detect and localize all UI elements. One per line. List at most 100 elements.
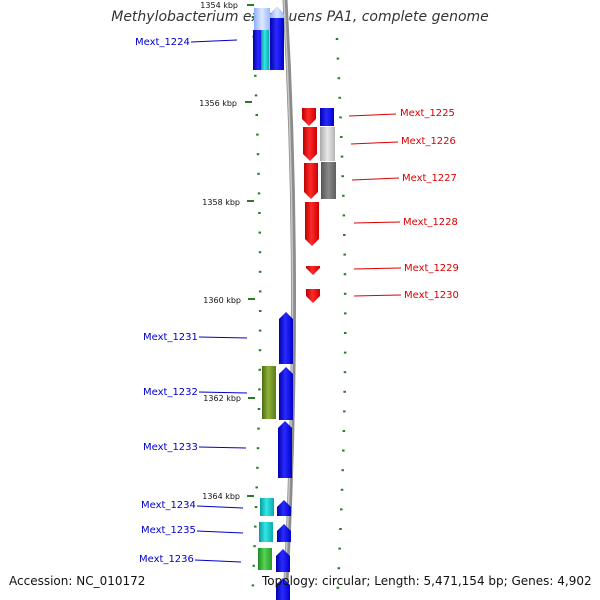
tick-label: 1354 kbp [200, 1, 238, 10]
gene-arrow-mext-1231[interactable] [279, 312, 293, 364]
ruler-dot [251, 584, 255, 587]
leader-line [196, 530, 244, 534]
ruler-dot [256, 447, 260, 450]
leader-line [353, 294, 402, 297]
category-box [262, 366, 276, 419]
leader-line [350, 141, 399, 145]
ruler-dot [342, 449, 345, 452]
tick-1360: 1360 kbp [203, 296, 255, 305]
ruler-dot [257, 408, 261, 410]
gene-label[interactable]: Mext_1236 [139, 554, 194, 565]
ruler-dot [258, 368, 261, 371]
tick-label: 1364 kbp [202, 492, 240, 501]
gene-label[interactable]: Mext_1230 [404, 290, 459, 301]
ruler-dot [258, 388, 261, 391]
ruler-dot [257, 427, 260, 430]
ruler-dot [343, 351, 347, 354]
gene-label[interactable]: Mext_1231 [143, 332, 198, 343]
tick-1358: 1358 kbp [202, 198, 254, 207]
ruler-dot [338, 547, 341, 550]
ruler-dot [256, 466, 259, 469]
tick-label: 1356 kbp [199, 99, 237, 108]
leader-line [351, 177, 400, 181]
ruler-dot [258, 290, 262, 293]
gene-arrow-mext-1230[interactable] [306, 289, 320, 303]
ruler-dot [257, 172, 260, 175]
gene-arrow-mext-1232[interactable] [279, 367, 293, 420]
ruler-dot [336, 586, 340, 589]
leader-line [348, 113, 397, 117]
ruler-dot [343, 234, 346, 236]
gene-label[interactable]: Mext_1224 [135, 37, 190, 48]
ruler-dot [258, 231, 261, 234]
gene-arrow-mext-1224[interactable] [270, 7, 284, 70]
category-box [258, 548, 272, 570]
ruler-dot [343, 390, 346, 393]
gene-label[interactable]: Mext_1225 [400, 108, 455, 119]
ruler-dot [257, 192, 261, 195]
ruler-dot [340, 508, 343, 511]
leader-line [353, 267, 402, 270]
ruler-dot [340, 155, 344, 158]
ruler-dot [340, 136, 343, 138]
ruler-dot [342, 214, 346, 217]
ruler-dot [340, 488, 344, 491]
leader-line [194, 559, 242, 563]
gene-arrow-mext-1225[interactable] [302, 108, 316, 126]
gene-label[interactable]: Mext_1234 [141, 500, 196, 511]
ruler-dot [255, 486, 258, 489]
ruler-dot [339, 528, 342, 530]
category-box [261, 30, 269, 70]
ruler-dot [258, 270, 262, 273]
ruler-dot [343, 332, 347, 334]
gene-label[interactable]: Mext_1228 [403, 217, 458, 228]
ruler-dot [258, 329, 262, 332]
ruler-dot [343, 410, 346, 413]
leader-line [198, 446, 247, 449]
ruler-dot [256, 133, 259, 136]
leader-line [196, 505, 244, 509]
ruler-dot [256, 153, 260, 156]
gene-label[interactable]: Mext_1235 [141, 525, 196, 536]
ruler-dot [336, 57, 340, 60]
accession-text: Accession: NC_010172 [9, 574, 146, 588]
gene-arrow-mext-1227[interactable] [304, 163, 318, 199]
gene-arrow-mext-1226[interactable] [303, 127, 317, 161]
leader-line [190, 39, 238, 43]
ruler-dot [258, 251, 262, 254]
tick-1354: 1354 kbp [200, 1, 254, 10]
category-box [259, 522, 273, 542]
gene-arrow-mext-1235[interactable] [277, 524, 291, 542]
ruler-dot [343, 253, 346, 256]
category-box [320, 108, 334, 126]
gene-arrow-partial [276, 578, 290, 600]
gene-label[interactable]: Mext_1227 [402, 173, 457, 184]
ruler-dot [337, 567, 341, 570]
ruler-dot [341, 175, 344, 178]
gene-label[interactable]: Mext_1232 [143, 387, 198, 398]
ruler-dot [253, 545, 256, 548]
tick-label: 1358 kbp [202, 198, 240, 207]
gene-arrow-mext-1233[interactable] [278, 421, 292, 478]
tick-1364: 1364 kbp [202, 492, 254, 501]
ruler-dot [343, 292, 347, 295]
gene-label[interactable]: Mext_1229 [404, 263, 459, 274]
ruler-dot [252, 564, 255, 567]
ruler-dot [343, 312, 347, 315]
gene-label[interactable]: Mext_1226 [401, 136, 456, 147]
gene-arrow-mext-1236[interactable] [276, 549, 290, 572]
ruler-dot [255, 114, 258, 116]
gene-arrow-mext-1228[interactable] [305, 202, 319, 246]
ruler-dot [254, 94, 258, 97]
gene-arrow-mext-1229[interactable] [306, 266, 320, 275]
gene-label[interactable]: Mext_1233 [143, 442, 198, 453]
ruler-dot [254, 525, 257, 528]
ruler-dot [338, 96, 341, 99]
gene-arrow-mext-1234[interactable] [277, 500, 291, 516]
ruler-dot [254, 74, 257, 77]
map-title: Methylobacterium extorquens PA1, complet… [111, 9, 489, 25]
tick-label: 1360 kbp [203, 296, 241, 305]
ruler-dot [258, 349, 262, 352]
tick-1356: 1356 kbp [199, 99, 252, 108]
